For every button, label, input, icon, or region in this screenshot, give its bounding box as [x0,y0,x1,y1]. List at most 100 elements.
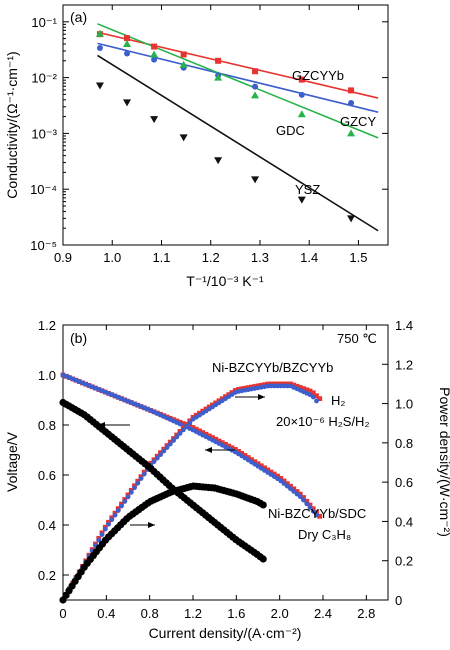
point-h2-voltage [317,513,323,519]
panel-a: (a) 0.9 1.0 1.1 1.2 1.3 1.4 1.5 10⁻⁵10⁻⁴10⁻³10… [4,4,389,289]
point-h2s-h2-power [119,503,124,509]
point-h2-power [304,387,310,393]
point-h2s-h2-power [141,471,147,477]
point-h2s-h2-voltage [281,481,287,486]
point-h2-voltage [297,491,303,497]
b-x-tick-label: 2.4 [314,606,332,621]
marker-gzcyyb [124,35,131,42]
annotation-gzcyyb: GZCYYb [292,68,344,83]
marker-ysz [123,99,132,107]
marker-gdc [123,40,132,48]
point-h2s-h2-power [115,508,121,513]
b-y-tick-label: 0.6 [38,468,56,483]
b-y-tick-label: 1.2 [38,318,56,333]
point-h2-voltage [206,433,212,439]
b-y-tick-label: 0.4 [38,518,56,533]
panel-b-y2-ticks: 0 0.2 0.4 0.6 0.8 1.0 1.2 1.4 [382,318,413,608]
annotation-dry-c3h8: Dry C₃H₈ [298,527,351,542]
panel-b-markers [59,372,323,604]
point-h2-voltage [304,498,310,504]
marker-gzcy [151,56,158,63]
point-h2s-h2-voltage [307,505,313,510]
a-y-tick-label: 10⁻⁵ [30,238,57,253]
point-h2s-h2-power [180,427,186,433]
marker-gzcyyb [298,76,305,83]
point-h2-voltage [314,510,319,515]
point-c3h8-power [259,501,267,509]
point-h2s-h2-power [99,532,105,537]
panel-b-y-label: Voltage/V [4,431,20,492]
point-h2-voltage [239,451,245,456]
point-h2s-h2-voltage [310,508,316,514]
point-h2-voltage [226,443,232,449]
point-h2-voltage [294,489,300,494]
point-h2s-h2-power [158,452,163,458]
marker-ysz [297,196,306,204]
point-h2-voltage [310,506,316,512]
marker-gzcyyb [215,57,222,64]
a-x-tick-label: 1.1 [152,250,170,265]
marker-gzcy [298,91,305,98]
panel-a-x-label: T⁻¹/10⁻³ K⁻¹ [186,273,264,289]
marker-ysz [251,176,260,184]
point-h2-voltage [301,495,306,500]
panel-a-x-ticks: 0.9 1.0 1.1 1.2 1.3 1.4 1.5 [54,5,367,265]
marker-gdc [95,29,104,37]
b-y2-tick-label: 0.6 [395,475,413,490]
temperature-label: 750 ℃ [337,331,377,346]
point-h2-voltage [281,478,287,484]
b-y-tick-label: 0.8 [38,418,56,433]
b-y2-tick-label: 1.0 [395,397,413,412]
marker-gdc [347,129,356,137]
a-x-tick-label: 1.0 [103,250,121,265]
point-h2-voltage [203,431,209,437]
panel-b-y2-label: Power density/(W·cm⁻²) [437,387,450,537]
b-y2-tick-label: 1.2 [395,357,413,372]
panel-a-y-ticks: 10⁻⁵ 10⁻⁴ 10⁻³ 10⁻² 10⁻¹ [30,4,388,253]
marker-gdc [214,73,223,81]
point-h2s-h2-power [161,448,167,454]
point-h2-voltage [275,473,280,479]
point-h2s-h2-power [125,494,131,500]
point-h2-voltage [258,463,264,469]
a-x-tick-label: 1.4 [300,250,318,265]
a-y-tick-label: 10⁻² [31,71,57,86]
marker-ysz [179,134,188,142]
point-h2-voltage [284,481,290,487]
marker-gzcy [348,100,355,107]
fit-line-gdc [97,23,379,139]
point-h2-voltage [245,455,251,460]
b-x-tick-label: 2.8 [357,606,375,621]
point-h2s-h2-voltage [304,501,310,507]
panel-a-fit-lines [97,23,379,232]
marker-ysz [347,215,356,223]
point-h2-voltage [255,461,261,467]
point-h2-voltage [271,471,277,477]
point-h2s-h2-power [122,499,128,504]
b-x-tick-label: 0.8 [141,606,159,621]
marker-gzcyyb [151,43,158,50]
b-y2-tick-label: 0 [395,593,402,608]
point-h2-voltage [242,453,248,458]
a-x-tick-label: 1.3 [251,250,269,265]
b-x-tick-label: 0.4 [97,606,115,621]
a-y-tick-label: 10⁻⁴ [30,182,57,197]
point-h2s-h2-power [314,398,319,404]
marker-gdc [179,60,188,68]
marker-gdc [297,110,306,118]
annotation-ni-bzcyyb-sdc: Ni-BZCYYb/SDC [268,506,366,521]
marker-gzcyyb [348,87,355,94]
point-h2s-h2-power [96,537,102,543]
point-h2-voltage [193,426,199,432]
panel-a-frame [62,4,389,246]
b-x-tick-label: 1.2 [184,606,202,621]
arrow-c3h8-voltage-head [98,422,105,428]
point-h2-voltage [190,425,196,430]
point-h2-power [297,385,303,390]
point-h2s-h2-voltage [301,497,306,503]
point-h2-voltage [236,448,241,454]
b-y-tick-label: 0.2 [38,568,56,583]
point-h2-power [307,388,313,394]
a-y-tick-label: 10⁻¹ [31,15,57,30]
